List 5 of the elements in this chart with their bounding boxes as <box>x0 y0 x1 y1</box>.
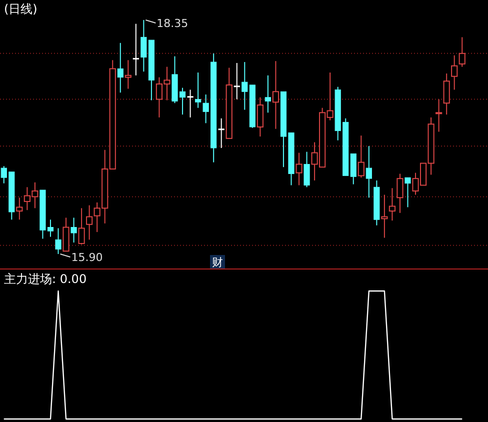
annotation: 15.90 <box>71 251 103 264</box>
text: 财 <box>212 256 223 269</box>
annotation: 18.35 <box>156 17 188 30</box>
chart-title: 主力进场: 0.00 <box>4 272 87 286</box>
chart-title: (日线) <box>4 2 38 16</box>
